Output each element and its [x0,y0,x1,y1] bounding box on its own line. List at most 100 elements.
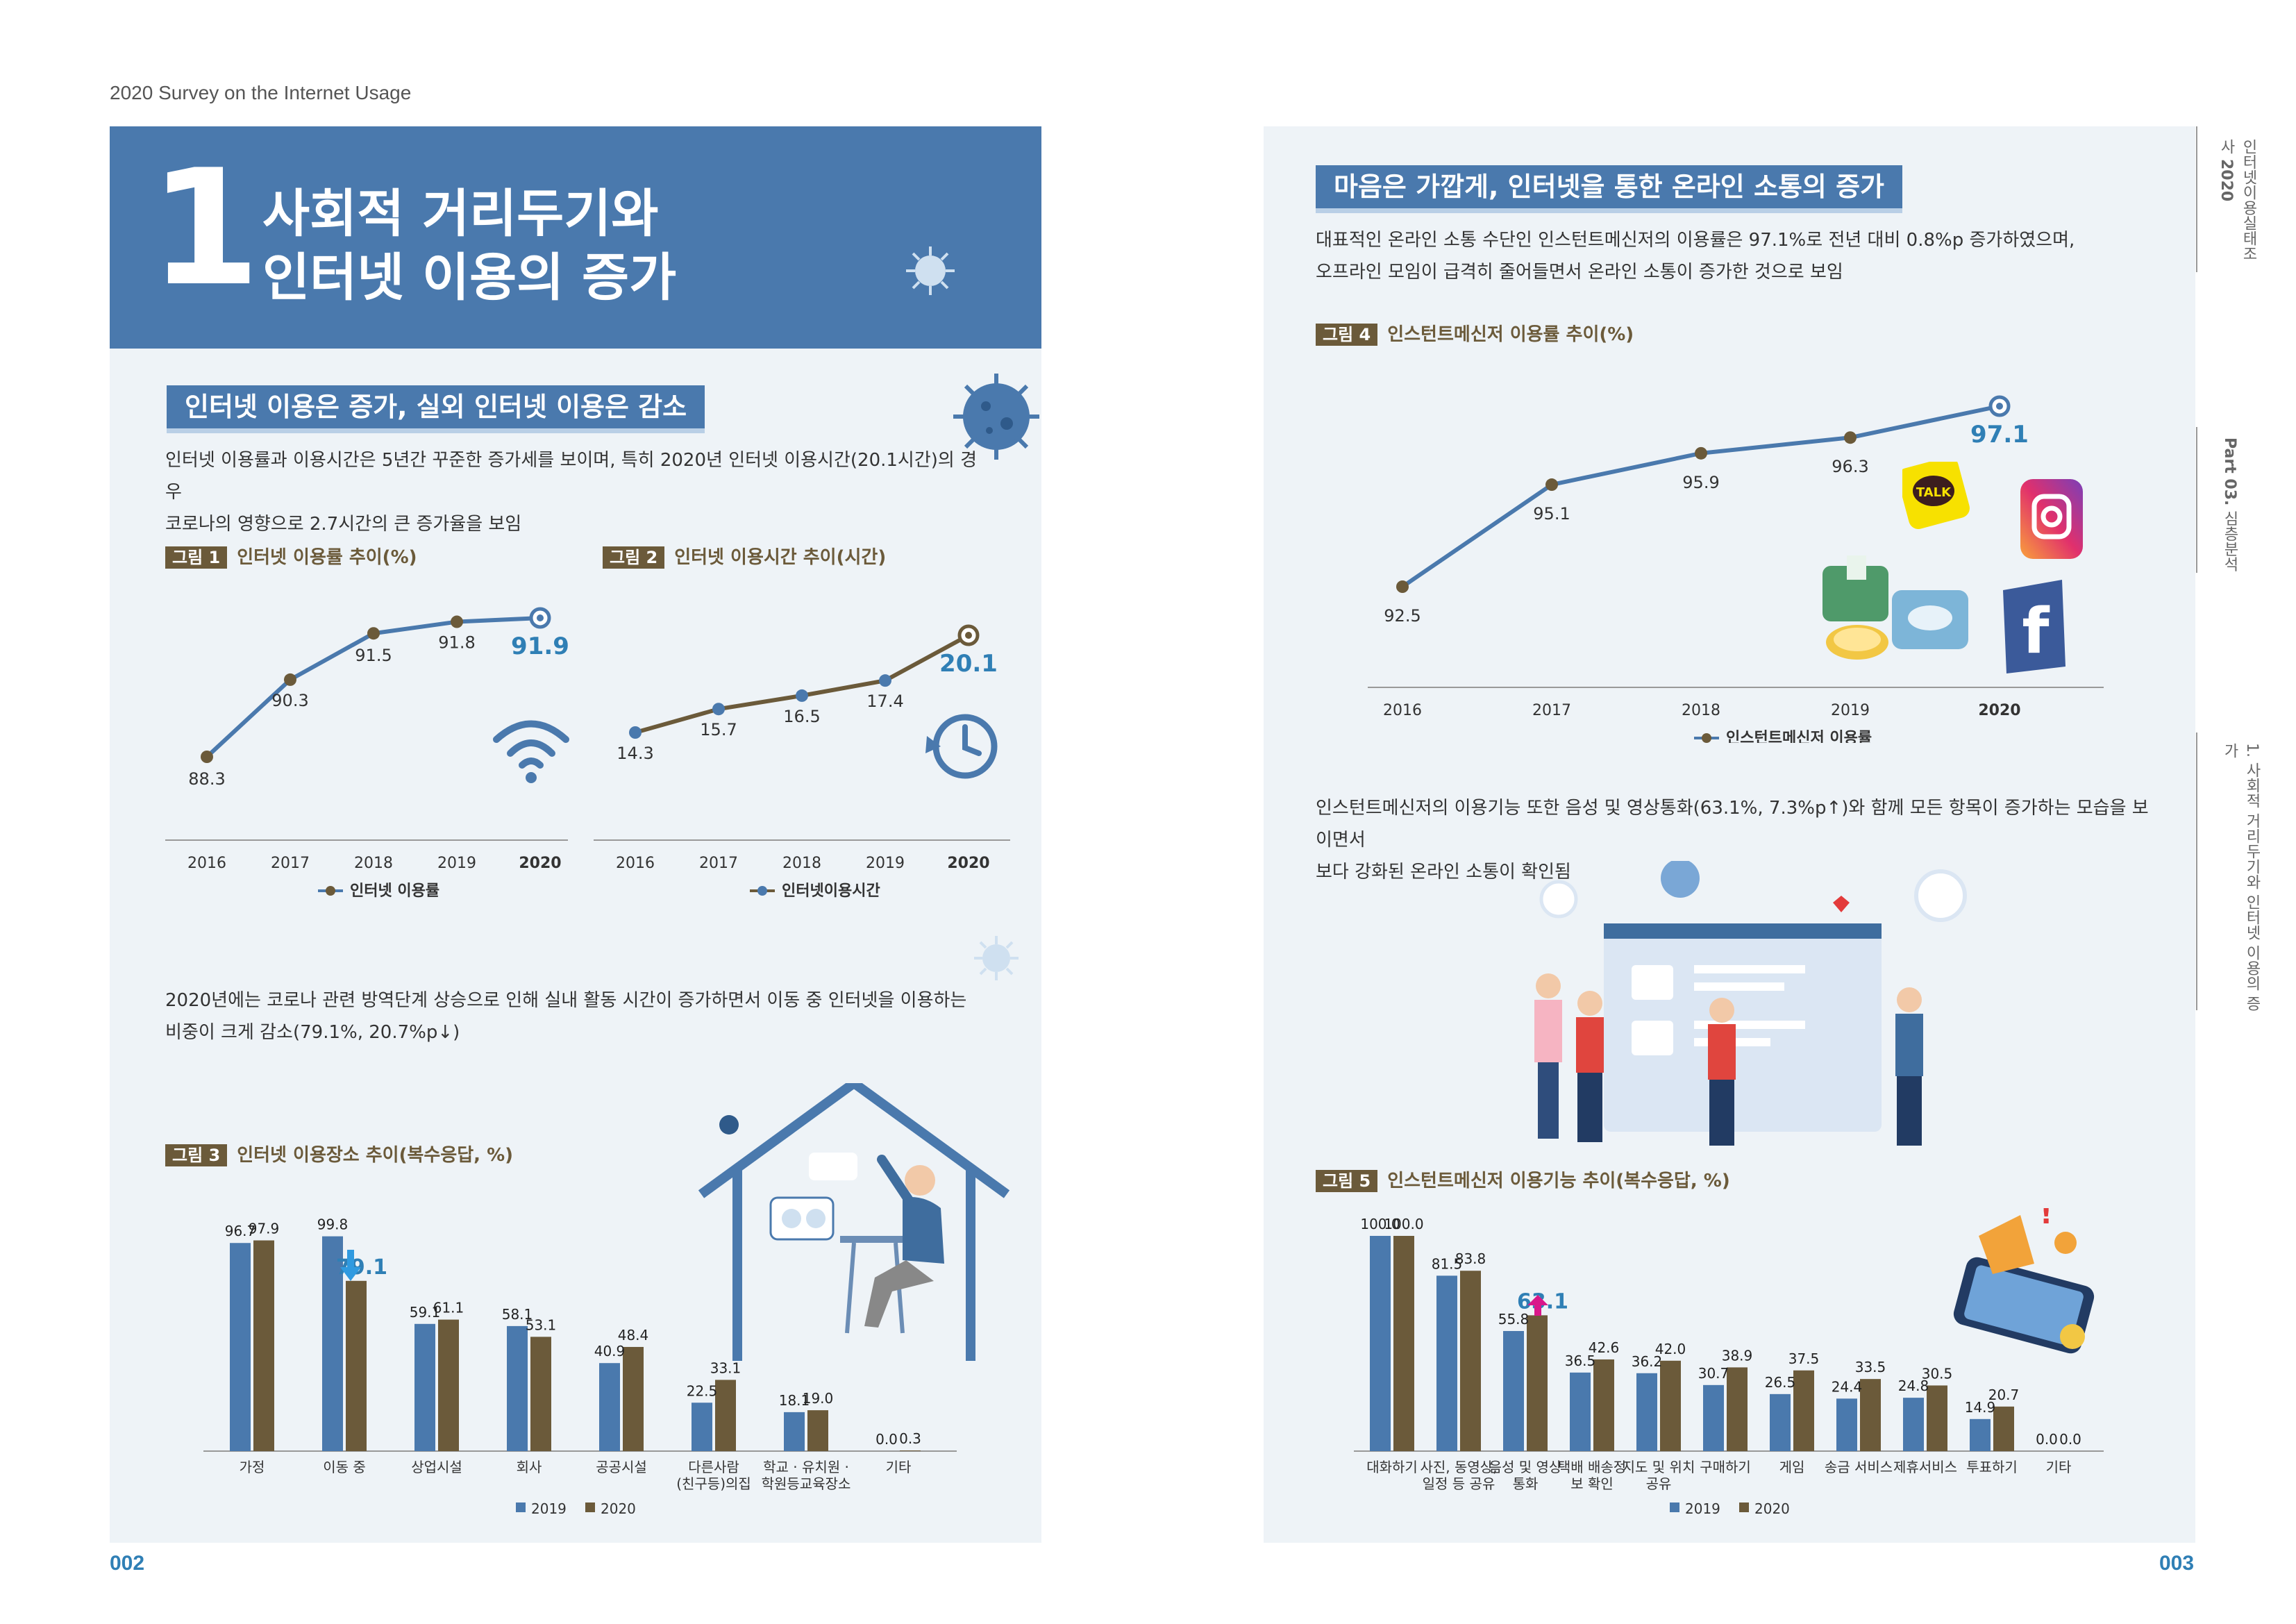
data-point [712,703,725,716]
side-tab-divider [2196,733,2197,1010]
bar-2020 [623,1346,644,1451]
x-tick-label: 공공시설 [596,1459,647,1475]
figure-3-tag: 그림 3 [165,1144,228,1166]
increase-arrow-icon [1527,1295,1548,1316]
x-tick-label: 송금 서비스 [1825,1459,1893,1475]
legend-marker-2020 [585,1502,595,1512]
data-label: 91.5 [355,646,392,665]
data-label-2020: 61.1 [433,1300,464,1316]
x-tick-label: 지도 및 위치 [1623,1459,1695,1475]
section-title: 사회적 거리두기와 인터넷 이용의 증가 [262,182,676,310]
x-tick-label: 2016 [187,855,226,872]
bar-2020 [253,1240,274,1451]
x-tick-label: 기타 [2046,1459,2072,1475]
data-point [1545,478,1558,492]
x-tick-label: 보 확인 [1570,1475,1614,1492]
legend-label: 인스턴트메신저 이용률 [1726,730,1872,743]
data-label-2019: 14.9 [1965,1399,1996,1416]
x-tick-label: 2019 [437,855,476,872]
clock-icon [925,714,998,779]
figure-5-tag: 그림 5 [1316,1170,1378,1192]
paragraph-2-line1: 2020년에는 코로나 관련 방역단계 상승으로 인해 실내 활동 시간이 증가… [165,990,967,1011]
x-tick-label: 택배 배송정 [1558,1459,1626,1475]
data-label-2020: 33.1 [710,1359,741,1376]
decrease-arrow-icon [340,1250,361,1281]
figure-5-title: 인스턴트메신저 이용기능 추이(복수응답, %) [1387,1171,1730,1191]
bar-2020 [1460,1271,1481,1451]
subsection-heading-2: 마음은 가깝게, 인터넷을 통한 온라인 소통의 증가 [1316,165,1903,213]
data-label-2019: 22.5 [687,1382,718,1399]
paragraph-1-line1: 인터넷 이용률과 이용시간은 5년간 꾸준한 증가세를 보이며, 특히 2020… [165,450,978,503]
bar-2020 [1660,1360,1681,1451]
x-tick-label: 이동 중 [323,1459,366,1475]
side-tab-survey-year: 2020 [2218,159,2235,202]
data-label-2020: 97.9 [249,1221,280,1237]
x-tick-label: 2018 [782,855,821,872]
data-label-2020: 38.9 [1722,1347,1753,1364]
x-tick-label: 2017 [1532,702,1571,719]
data-point [879,674,891,687]
data-label: 17.4 [866,692,903,711]
bar-2020 [807,1410,828,1451]
side-tab-part-label: 심층분석 [2221,510,2238,572]
x-tick-label: 2019 [1831,702,1870,719]
bar-2020 [530,1337,551,1451]
x-tick-label: 공유 [1646,1475,1672,1492]
bar-2020 [1393,1236,1414,1451]
bar-2020 [900,1450,921,1451]
online-communication-illustration [1534,861,1967,1146]
bar-2019 [1903,1398,1924,1451]
subsection-heading-1: 인터넷 이용은 증가, 실외 인터넷 이용은 감소 [167,385,705,433]
x-tick-label: 일정 등 공유 [1423,1475,1495,1492]
data-label-2019: 100.0 [1360,1216,1400,1232]
data-label-2020: 100.0 [1384,1216,1423,1232]
bar-2020 [1993,1406,2014,1451]
paragraph-1: 인터넷 이용률과 이용시간은 5년간 꾸준한 증가세를 보이며, 특히 2020… [165,444,984,540]
wifi-icon [493,720,569,783]
data-label-2020: 42.6 [1589,1339,1620,1356]
page-number-left: 002 [110,1552,145,1575]
bar-2019 [599,1363,620,1451]
svg-text:TALK: TALK [1916,485,1952,500]
internet-usage-time-chart: 14.3 2016 15.7 2017 16.5 2018 17.4 2019 20.1 2020… [594,624,1010,900]
data-label-2019: 0.0 [875,1431,898,1448]
data-label-2019: 0.0 [2036,1431,2058,1448]
x-tick-label: 제휴서비스 [1893,1459,1957,1475]
bar-2020 [1860,1379,1881,1451]
data-label-2020: 42.0 [1655,1341,1686,1357]
data-point [201,751,213,763]
data-point-end-dot [965,632,972,639]
coin-icon [1826,625,1888,660]
data-label-2020: 0.0 [2059,1431,2081,1448]
bar-2019 [1636,1373,1657,1451]
data-label-2019: 40.9 [594,1343,626,1359]
data-label-2019: 36.2 [1632,1353,1663,1370]
bar-2019 [1370,1236,1391,1451]
figure-2-title: 인터넷 이용시간 추이(시간) [674,547,887,568]
data-label-2019: 26.5 [1765,1374,1796,1391]
data-label-2020: 48.4 [618,1327,649,1343]
bar-2020 [1527,1315,1548,1451]
legend-marker-2020 [1739,1502,1749,1512]
x-tick-label: 음성 및 영상 [1489,1459,1562,1475]
bar-2019 [1503,1331,1524,1451]
side-tab-part: Part 03. 심층분석 [2218,437,2240,576]
data-point [629,726,642,739]
side-tab-divider [2196,126,2197,272]
paragraph-2-line2: 비중이 크게 감소(79.1%, 20.7%p↓) [165,1022,460,1043]
data-label-2020: 83.8 [1455,1250,1486,1267]
data-label: 95.1 [1533,504,1570,524]
side-tab-section: 1. 사회적 거리두기와 인터넷 이용의 증가 [2221,743,2261,1011]
data-point [796,689,808,702]
phone-email-illustration: ! [1953,1208,2095,1354]
bar-2020 [1793,1370,1814,1451]
data-label-2019: 59.1 [410,1304,441,1321]
bar-2020 [346,1280,367,1451]
data-label-2019: 30.7 [1698,1365,1729,1382]
bar-2019 [507,1325,528,1451]
figure-1-title: 인터넷 이용률 추이(%) [237,547,417,568]
bar-2019 [1970,1418,1991,1451]
section-title-line2: 인터넷 이용의 증가 [262,248,677,308]
virus-icon [974,936,1019,980]
paragraph-3: 대표적인 온라인 소통 수단인 인스턴트메신저의 이용률은 97.1%로 전년 … [1316,224,2149,288]
